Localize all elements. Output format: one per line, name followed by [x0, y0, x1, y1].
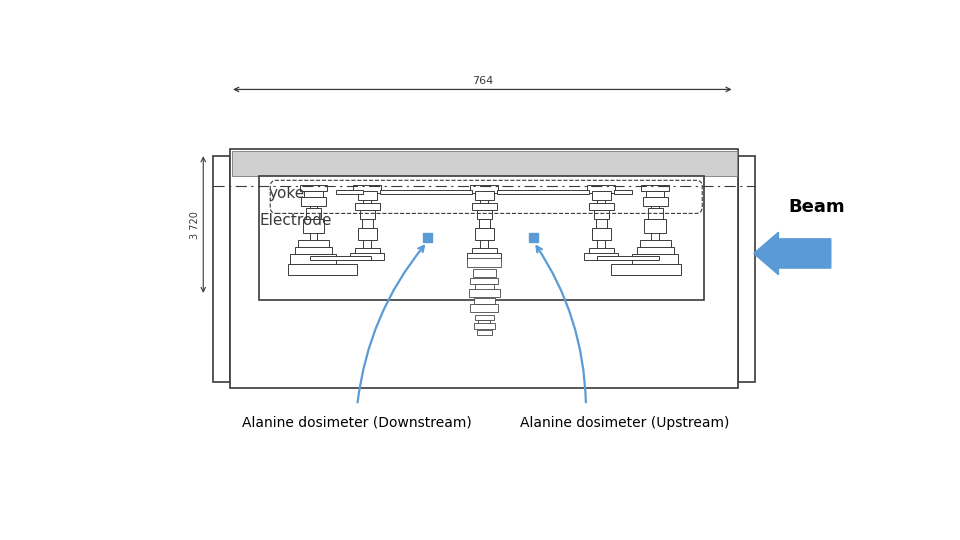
Bar — [473, 323, 495, 329]
Bar — [613, 190, 632, 194]
Bar — [644, 219, 666, 233]
Text: Alanine dosimeter (Downstream): Alanine dosimeter (Downstream) — [242, 416, 472, 430]
Bar — [641, 185, 669, 191]
Bar — [470, 185, 498, 193]
Bar — [478, 320, 491, 325]
Bar — [290, 254, 336, 265]
Bar — [305, 208, 321, 219]
Bar — [355, 248, 379, 256]
Bar — [592, 191, 611, 200]
Bar — [592, 228, 611, 240]
Bar — [472, 248, 496, 256]
Bar — [259, 177, 704, 300]
Bar — [475, 228, 493, 240]
Bar — [589, 248, 613, 256]
Bar — [738, 156, 756, 382]
Bar — [360, 210, 375, 219]
Bar — [612, 264, 681, 275]
Bar — [304, 191, 323, 199]
Text: 3 720: 3 720 — [190, 211, 201, 239]
Bar — [529, 233, 539, 242]
Bar — [593, 210, 609, 219]
Text: 764: 764 — [471, 76, 493, 86]
Text: Beam: Beam — [788, 199, 845, 217]
Bar — [632, 254, 679, 265]
Bar — [288, 264, 357, 275]
Bar — [470, 304, 498, 312]
Bar — [476, 210, 492, 219]
Bar — [475, 191, 493, 200]
Bar — [597, 256, 660, 260]
Bar — [470, 278, 498, 284]
Bar — [589, 204, 613, 210]
Bar — [639, 240, 671, 248]
Bar — [379, 190, 472, 194]
Bar — [597, 186, 605, 260]
Bar — [652, 186, 660, 248]
Bar — [588, 185, 615, 193]
Bar — [479, 219, 490, 228]
Bar — [362, 219, 372, 228]
Bar — [213, 156, 230, 382]
Bar — [480, 186, 488, 260]
Bar — [364, 186, 372, 260]
Bar — [475, 315, 493, 320]
Bar — [358, 191, 376, 200]
Bar — [636, 247, 674, 256]
Bar — [468, 258, 501, 267]
Bar — [648, 208, 663, 219]
Bar — [643, 197, 667, 206]
Text: Alanine dosimeter (Upstream): Alanine dosimeter (Upstream) — [519, 416, 730, 430]
Bar — [309, 186, 317, 248]
Bar — [496, 190, 589, 194]
Bar — [355, 204, 379, 210]
Bar — [422, 233, 432, 242]
Bar — [585, 253, 618, 260]
Bar — [298, 240, 328, 248]
Bar — [295, 247, 332, 256]
Bar — [596, 219, 607, 228]
Bar — [230, 150, 738, 388]
Bar — [336, 190, 364, 194]
Bar — [472, 269, 496, 276]
Bar — [468, 253, 501, 260]
Bar — [231, 151, 737, 177]
Bar — [468, 289, 500, 296]
Bar — [353, 185, 381, 193]
Bar — [476, 330, 492, 335]
Bar — [302, 219, 324, 233]
FancyArrow shape — [754, 232, 830, 275]
Text: yoke: yoke — [269, 186, 305, 201]
Bar — [358, 228, 376, 240]
Bar — [472, 204, 496, 210]
Bar — [301, 197, 325, 206]
Bar — [473, 298, 495, 304]
Bar — [475, 284, 493, 291]
Bar — [309, 256, 372, 260]
Bar — [300, 185, 327, 191]
Text: Electrode: Electrode — [259, 213, 332, 228]
Bar — [646, 191, 664, 199]
Bar — [350, 253, 384, 260]
